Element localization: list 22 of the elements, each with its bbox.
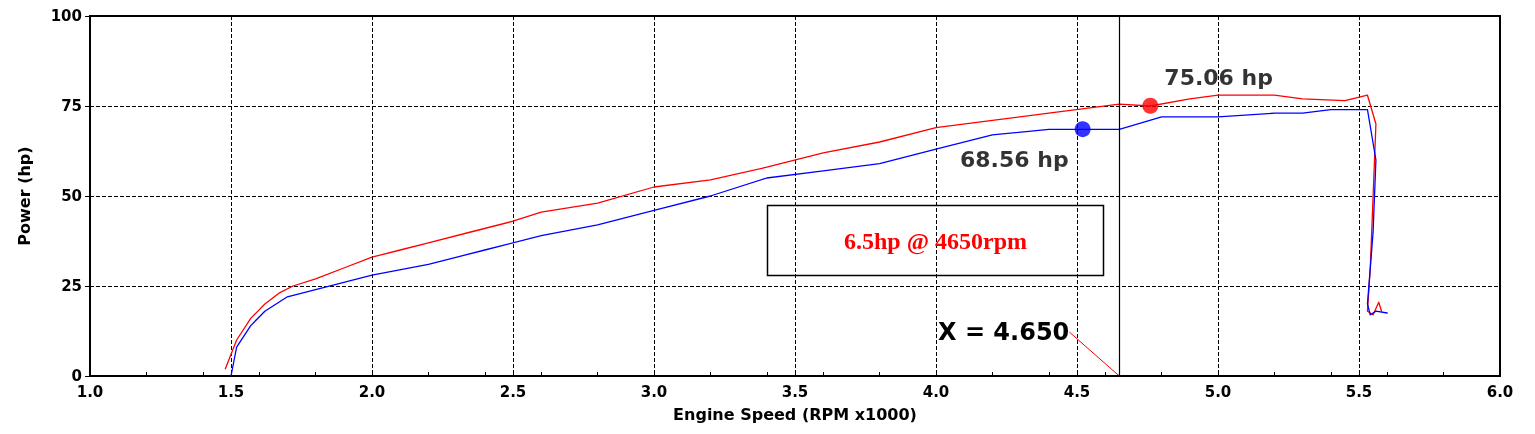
data-label: 68.56 hp: [959, 146, 1069, 172]
y-axis-title: Power (hp): [14, 146, 34, 246]
x-tick-label: 3.5: [781, 382, 809, 401]
annotation: 6.5hp @ 4650rpm: [843, 227, 1028, 255]
x-tick-label: 5.5: [1345, 382, 1373, 401]
x-tick-label: 4.5: [1063, 382, 1091, 401]
x-tick-label: 2.0: [358, 382, 386, 401]
y-tick-label: 50: [61, 187, 82, 205]
y-tick-label: 0: [71, 367, 82, 385]
x-tick-label: 1.5: [217, 382, 245, 401]
y-tick-label: 75: [61, 97, 82, 115]
y-tick-label: 100: [50, 7, 82, 25]
y-tick-label: 25: [61, 277, 82, 295]
x-tick-label: 2.5: [499, 382, 527, 401]
x-tick-label: 5.0: [1204, 382, 1232, 401]
ref-line-label: X = 4.650: [938, 318, 1070, 346]
x-tick-label: 3.0: [640, 382, 668, 401]
data-label: 75.06 hp: [1164, 65, 1273, 91]
x-axis-title: Engine Speed (RPM x1000): [673, 404, 917, 424]
x-tick-label: 6.0: [1486, 382, 1514, 401]
x-tick-label: 1.0: [76, 382, 104, 401]
x-tick-label: 4.0: [922, 382, 950, 401]
